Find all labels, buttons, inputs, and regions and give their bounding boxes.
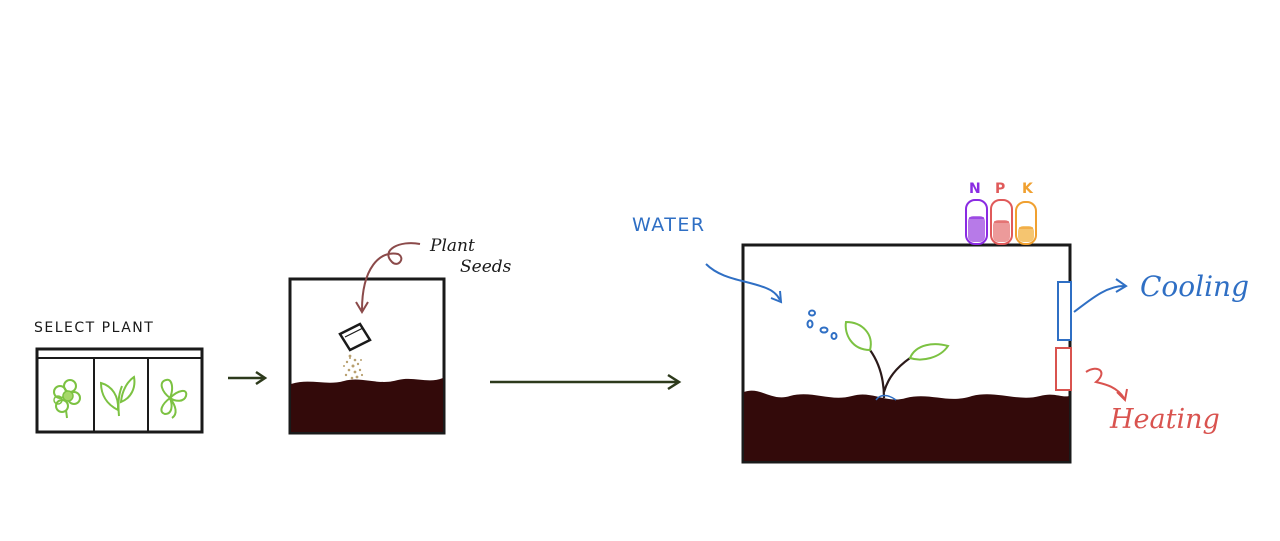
water-pointer-arrow — [705, 263, 783, 304]
heating-unit — [1055, 347, 1072, 391]
heating-arrow — [1085, 367, 1128, 403]
nitrogen-sensor-icon — [965, 199, 988, 245]
plant-selector-panel — [35, 347, 204, 434]
clover-icon[interactable] — [160, 378, 188, 419]
cooling-label: Cooling — [1140, 270, 1249, 303]
cooling-unit — [1057, 281, 1072, 341]
seedling-icon — [844, 320, 950, 401]
cooling-arrow — [1073, 278, 1128, 313]
phosphorus-sensor-icon — [990, 199, 1013, 245]
flow-arrow-2 — [490, 373, 682, 391]
potassium-sensor-icon — [1015, 201, 1037, 245]
flow-arrow-1 — [228, 370, 268, 386]
sprout-icon[interactable] — [99, 375, 136, 417]
water-droplets — [806, 309, 838, 340]
plant-seeds-label-line2: Seeds — [460, 257, 512, 277]
npk-k-label: K — [1022, 181, 1034, 197]
seed-pouch-icon — [338, 322, 372, 352]
soil-layer — [291, 378, 443, 432]
select-plant-label: SELECT PLANT — [34, 320, 154, 336]
npk-n-label: N — [969, 181, 981, 197]
greenhouse-box — [741, 243, 1072, 464]
greenhouse-soil-layer — [744, 390, 1069, 461]
npk-sensors: N P K — [965, 181, 1037, 245]
heating-label: Heating — [1109, 404, 1220, 435]
falling-seeds — [343, 354, 364, 380]
water-label: WATER — [632, 214, 706, 236]
plant-seeds-label-line1: Plant — [429, 236, 475, 256]
seed-pointer-arrow — [355, 242, 421, 314]
lettuce-icon[interactable] — [53, 379, 81, 419]
npk-p-label: P — [995, 181, 1005, 197]
